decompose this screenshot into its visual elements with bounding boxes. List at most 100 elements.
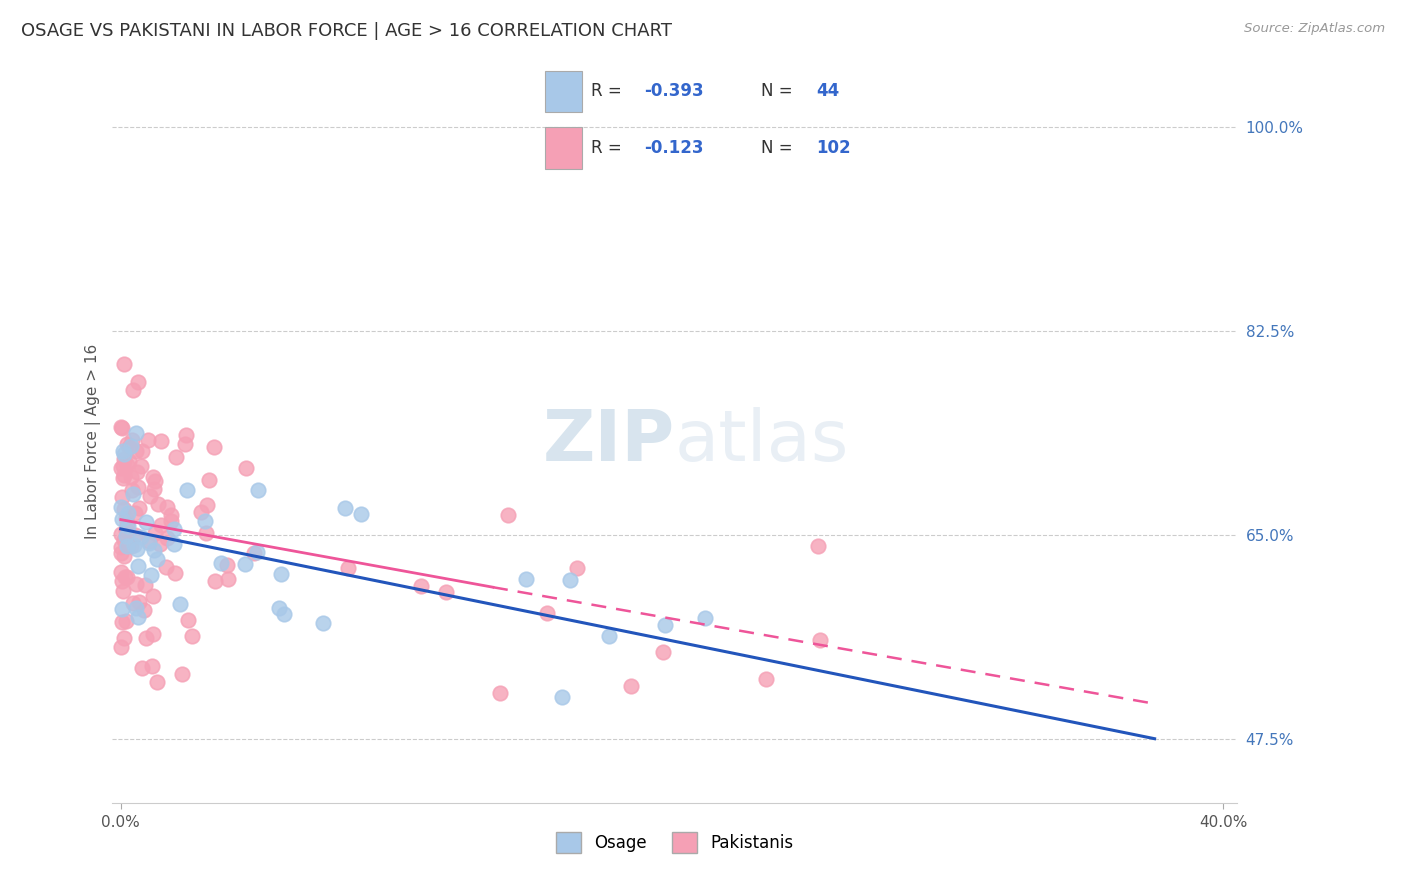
Point [165, 566, 187, 580]
Text: 44: 44 [815, 82, 839, 101]
Point [110, 420, 132, 434]
Point [112, 447, 135, 461]
Point [129, 530, 152, 544]
Point [148, 496, 170, 510]
Legend: Osage, Pakistanis: Osage, Pakistanis [550, 826, 800, 860]
Point [110, 546, 132, 560]
Point [273, 607, 295, 622]
Point [112, 357, 135, 371]
Point [149, 518, 172, 533]
Point [267, 600, 290, 615]
Point [138, 535, 160, 549]
Point [111, 602, 134, 616]
Point [755, 672, 778, 686]
Text: N =: N = [761, 82, 797, 101]
Point [128, 501, 150, 516]
Point [110, 461, 132, 475]
Point [245, 544, 267, 558]
Point [160, 508, 183, 522]
Point [169, 598, 191, 612]
Point [110, 566, 132, 580]
Point [118, 440, 141, 454]
Point [115, 540, 138, 554]
Point [136, 434, 159, 448]
Point [110, 540, 132, 554]
Point [128, 594, 150, 608]
Text: R =: R = [591, 139, 627, 157]
Point [110, 500, 132, 514]
Point [114, 614, 136, 628]
Point [117, 537, 139, 551]
Point [195, 526, 218, 541]
Point [127, 480, 149, 494]
Point [176, 483, 198, 497]
Point [536, 606, 558, 620]
Point [242, 546, 264, 560]
Point [115, 529, 138, 543]
Point [134, 578, 156, 592]
Point [131, 661, 153, 675]
Point [489, 686, 512, 700]
Point [117, 507, 139, 521]
Point [312, 615, 335, 630]
Point [651, 644, 673, 658]
FancyBboxPatch shape [546, 128, 582, 169]
Point [112, 458, 135, 473]
FancyBboxPatch shape [546, 70, 582, 112]
Point [143, 543, 166, 558]
Text: 102: 102 [815, 139, 851, 157]
Point [195, 498, 218, 512]
Text: R =: R = [591, 82, 627, 101]
Point [194, 514, 217, 528]
Point [114, 570, 136, 584]
Point [620, 679, 643, 693]
Point [202, 441, 225, 455]
Point [233, 557, 256, 571]
Text: -0.393: -0.393 [644, 82, 703, 101]
Point [121, 483, 143, 498]
Point [125, 425, 148, 440]
Text: atlas: atlas [675, 407, 849, 476]
Point [138, 534, 160, 549]
Point [117, 519, 139, 533]
Y-axis label: In Labor Force | Age > 16: In Labor Force | Age > 16 [86, 344, 101, 539]
Point [110, 527, 132, 541]
Point [131, 443, 153, 458]
Point [111, 574, 134, 589]
Point [122, 538, 145, 552]
Point [141, 567, 163, 582]
Point [174, 427, 197, 442]
Point [163, 537, 186, 551]
Point [125, 577, 148, 591]
Point [142, 470, 165, 484]
Point [135, 515, 157, 529]
Point [120, 470, 142, 484]
Point [132, 603, 155, 617]
Point [115, 510, 138, 524]
Point [143, 525, 166, 540]
Point [350, 507, 373, 521]
Point [115, 458, 138, 473]
Point [127, 558, 149, 573]
Point [409, 579, 432, 593]
Point [335, 500, 357, 515]
Point [190, 505, 212, 519]
Point [121, 596, 143, 610]
Point [114, 524, 136, 538]
Point [142, 627, 165, 641]
Point [127, 610, 149, 624]
Point [112, 549, 135, 564]
Point [515, 572, 537, 586]
Point [131, 458, 153, 473]
Point [124, 507, 146, 521]
Point [163, 522, 186, 536]
Point [124, 528, 146, 542]
Point [125, 600, 148, 615]
Point [155, 560, 177, 574]
Point [807, 539, 830, 553]
Point [156, 500, 179, 515]
Point [112, 533, 135, 547]
Point [115, 517, 138, 532]
Point [146, 674, 169, 689]
Point [434, 584, 457, 599]
